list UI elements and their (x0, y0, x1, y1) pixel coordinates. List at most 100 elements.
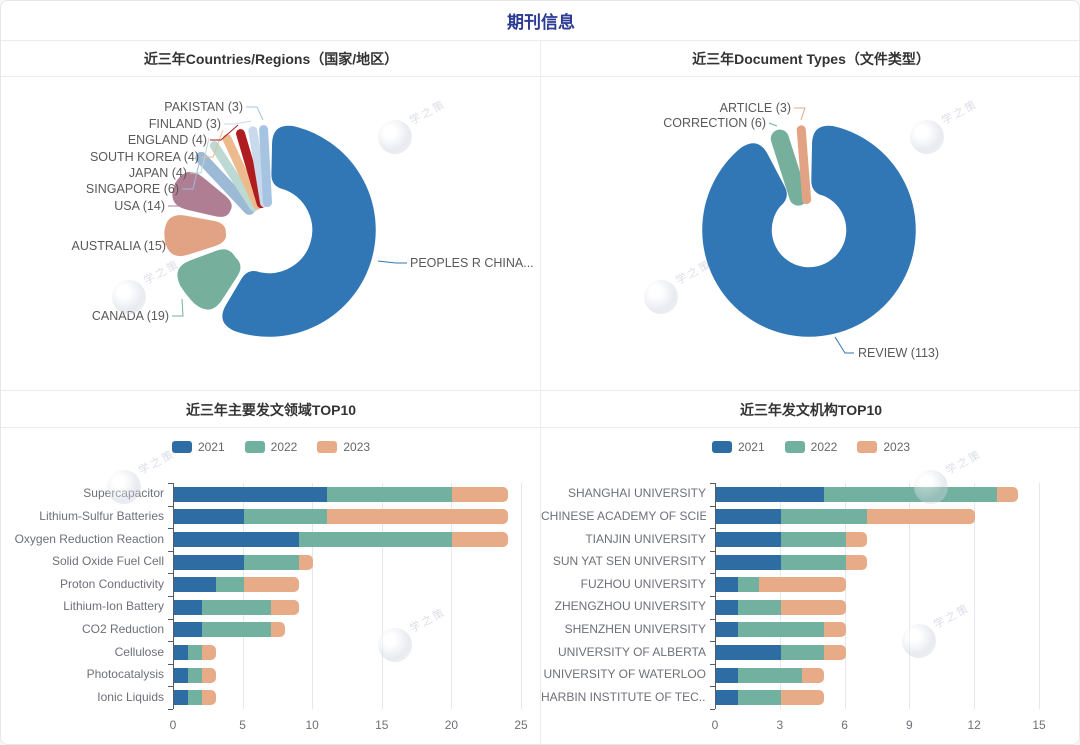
bar-segment-2022[interactable] (737, 667, 803, 683)
bar-row (716, 509, 976, 525)
bar-segment-2023[interactable] (327, 509, 509, 525)
bar-segment-2021[interactable] (174, 690, 188, 706)
bar-segment-2021[interactable] (716, 599, 738, 615)
bar-segment-2021[interactable] (716, 509, 781, 525)
pie-slice-1[interactable] (770, 129, 808, 206)
pie-slice-label: SINGAPORE (6) (86, 182, 179, 196)
pie-slice-4[interactable] (195, 151, 256, 215)
bar-segment-2023[interactable] (845, 554, 868, 570)
bar-segment-2021[interactable] (174, 532, 300, 547)
bar-segment-2021[interactable] (716, 690, 738, 706)
pie-slice-label: FINLAND (3) (149, 117, 221, 131)
bar-segment-2021[interactable] (716, 667, 738, 683)
bar-segment-2022[interactable] (824, 486, 997, 502)
bar-segment-2023[interactable] (243, 577, 300, 593)
bar-segment-2023[interactable] (299, 554, 314, 570)
bar-segment-2022[interactable] (243, 509, 328, 525)
pie-slice-7[interactable] (236, 129, 266, 209)
category-label: Lithium-Sulfur Batteries (39, 508, 164, 523)
legend-label: 2021 (197, 440, 225, 454)
bar-segment-2022[interactable] (737, 599, 781, 615)
pie-slice-6[interactable] (222, 134, 263, 210)
bar-segment-2022[interactable] (201, 622, 272, 638)
bar-segment-2023[interactable] (452, 486, 509, 502)
bar-row (174, 622, 286, 638)
bar-segment-2021[interactable] (716, 554, 781, 570)
pie-slice-label: REVIEW (113) (858, 346, 939, 360)
y-axis-tick (168, 663, 173, 665)
bar-segment-2021[interactable] (174, 667, 188, 683)
bar-segment-2021[interactable] (174, 622, 202, 638)
bar-segment-2023[interactable] (845, 532, 868, 547)
bar-segment-2022[interactable] (299, 532, 453, 547)
bar-segment-2021[interactable] (716, 645, 781, 660)
pie-slice-2[interactable] (796, 125, 812, 205)
bar-segment-2023[interactable] (759, 577, 846, 593)
bar-segment-2021[interactable] (716, 622, 738, 638)
bar-segment-2022[interactable] (737, 622, 824, 638)
bar-segment-2022[interactable] (780, 645, 824, 660)
bar-segment-2022[interactable] (187, 690, 202, 706)
y-axis-tick (710, 663, 715, 665)
pie-label-line (377, 260, 407, 264)
bar-segment-2023[interactable] (780, 690, 824, 706)
bar-segment-2022[interactable] (201, 599, 272, 615)
bar-segment-2023[interactable] (780, 599, 846, 615)
legend-item-2022[interactable]: 2022 (244, 440, 297, 454)
bar-segment-2022[interactable] (187, 645, 202, 660)
x-axis-tick-label: 6 (841, 718, 848, 732)
bar-segment-2023[interactable] (201, 645, 216, 660)
bar-segment-2023[interactable] (823, 622, 846, 638)
bar-segment-2023[interactable] (201, 667, 216, 683)
bar-segment-2022[interactable] (327, 486, 453, 502)
pie-slice-2[interactable] (161, 212, 229, 259)
legend-item-2021[interactable]: 2021 (711, 440, 765, 454)
bar-segment-2022[interactable] (215, 577, 244, 593)
orgs-stacked-bar-chart: 2021 2022 2023 SHANGHAI UNIVERSITY CHINESE A… (541, 428, 1079, 744)
legend-item-2023[interactable]: 2023 (857, 440, 910, 454)
bar-segment-2022[interactable] (187, 667, 202, 683)
pie-label-line (768, 122, 778, 127)
pie-slice-1[interactable] (175, 246, 243, 313)
bar-segment-2021[interactable] (174, 577, 216, 593)
bar-segment-2021[interactable] (174, 509, 244, 525)
bar-segment-2021[interactable] (174, 486, 328, 502)
bar-segment-2023[interactable] (823, 645, 846, 660)
bar-segment-2022[interactable] (243, 554, 300, 570)
bar-segment-2022[interactable] (737, 577, 760, 593)
bar-segment-2023[interactable] (867, 509, 976, 525)
bar-segment-2021[interactable] (716, 532, 781, 547)
y-axis-tick (168, 686, 173, 688)
pie-slice-9[interactable] (259, 125, 273, 208)
bar-segment-2022[interactable] (780, 554, 846, 570)
bar-segment-2021[interactable] (716, 577, 738, 593)
orgs-plot-area: SHANGHAI UNIVERSITY CHINESE ACADEMY OF SC… (541, 428, 1079, 744)
x-axis-tick-label: 9 (906, 718, 913, 732)
page-title: 期刊信息 (1, 1, 1079, 41)
y-axis-tick (710, 528, 715, 530)
pie-slice-3[interactable] (169, 169, 235, 220)
bar-segment-2021[interactable] (716, 486, 824, 502)
bar-segment-2021[interactable] (174, 554, 244, 570)
bar-row (716, 645, 846, 660)
pie-slice-0[interactable] (219, 123, 379, 340)
bar-segment-2022[interactable] (780, 509, 868, 525)
bar-segment-2021[interactable] (174, 645, 188, 660)
pie-slice-0[interactable] (699, 123, 919, 340)
panel-title-orgs: 近三年发文机构TOP10 (541, 392, 1079, 428)
bar-segment-2023[interactable] (201, 690, 216, 706)
bar-segment-2022[interactable] (737, 690, 781, 706)
bar-segment-2021[interactable] (174, 599, 202, 615)
y-axis-tick (710, 550, 715, 552)
legend-swatch (244, 441, 265, 453)
legend-item-2022[interactable]: 2022 (784, 440, 837, 454)
legend-item-2023[interactable]: 2023 (317, 440, 370, 454)
bar-segment-2023[interactable] (452, 532, 509, 547)
pie-slice-5[interactable] (209, 141, 259, 212)
legend-item-2021[interactable]: 2021 (171, 440, 225, 454)
bar-segment-2022[interactable] (780, 532, 846, 547)
bar-segment-2023[interactable] (271, 599, 300, 615)
bar-segment-2023[interactable] (996, 486, 1019, 502)
bar-segment-2023[interactable] (271, 622, 286, 638)
bar-segment-2023[interactable] (802, 667, 824, 683)
